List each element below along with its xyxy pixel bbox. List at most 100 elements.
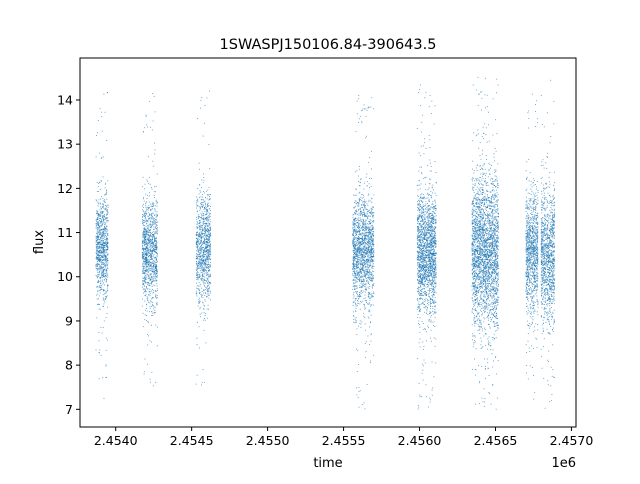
data-point [145, 266, 146, 267]
data-point [364, 246, 365, 247]
data-point [150, 280, 151, 281]
data-point [354, 195, 355, 196]
data-point [210, 213, 211, 214]
data-point [96, 253, 97, 254]
data-point [199, 206, 200, 207]
data-point [98, 248, 99, 249]
data-point [209, 264, 210, 265]
data-point [106, 252, 107, 253]
data-point [97, 213, 98, 214]
data-point [96, 350, 97, 351]
data-point [208, 203, 209, 204]
data-point [96, 223, 97, 224]
data-point [100, 270, 101, 271]
data-point [154, 264, 155, 265]
data-point [146, 263, 147, 264]
data-point [357, 296, 358, 297]
data-point [155, 233, 156, 234]
data-point [359, 274, 360, 275]
data-point [371, 230, 372, 231]
data-point [366, 273, 367, 274]
data-point [106, 236, 107, 237]
data-point [157, 174, 158, 175]
data-point [153, 203, 154, 204]
data-point [148, 335, 149, 336]
data-point [105, 242, 106, 243]
data-point [198, 216, 199, 217]
data-point [353, 232, 354, 233]
data-point [153, 204, 154, 205]
data-point [201, 259, 202, 260]
data-point [355, 171, 356, 172]
data-point [207, 216, 208, 217]
data-point [143, 210, 144, 211]
data-point [361, 220, 362, 221]
data-point [207, 285, 208, 286]
data-point [146, 236, 147, 237]
data-point [206, 246, 207, 247]
data-point [206, 244, 207, 245]
data-point [209, 90, 210, 91]
data-point [196, 279, 197, 280]
data-point [202, 275, 203, 276]
data-point [364, 214, 365, 215]
data-point [150, 265, 151, 266]
data-point [210, 293, 211, 294]
data-point [366, 209, 367, 210]
data-point [208, 261, 209, 262]
data-point [200, 257, 201, 258]
data-point [102, 216, 103, 217]
data-point [201, 196, 202, 197]
data-point [368, 277, 369, 278]
data-point [432, 263, 433, 264]
data-point [360, 276, 361, 277]
data-point [203, 264, 204, 265]
data-point [371, 225, 372, 226]
data-point [209, 248, 210, 249]
data-point [198, 268, 199, 269]
data-point [99, 259, 100, 260]
data-point [105, 227, 106, 228]
data-point [370, 227, 371, 228]
data-point [149, 229, 150, 230]
data-point [144, 188, 145, 189]
data-point [206, 191, 207, 192]
data-point [352, 225, 353, 226]
data-point [370, 244, 371, 245]
data-point [202, 215, 203, 216]
data-point [201, 180, 202, 181]
data-point [358, 238, 359, 239]
data-point [356, 201, 357, 202]
data-point [106, 222, 107, 223]
data-point [365, 224, 366, 225]
data-point [355, 131, 356, 132]
data-point [203, 205, 204, 206]
data-point [369, 210, 370, 211]
data-point [99, 264, 100, 265]
data-point [150, 214, 151, 215]
data-point [104, 276, 105, 277]
data-point [143, 247, 144, 248]
data-point [367, 272, 368, 273]
data-point [102, 211, 103, 212]
data-point [107, 217, 108, 218]
data-point [363, 210, 364, 211]
data-point [103, 300, 104, 301]
data-point [150, 235, 151, 236]
data-point [100, 212, 101, 213]
data-point [106, 249, 107, 250]
data-point [425, 300, 426, 301]
data-point [197, 228, 198, 229]
data-point [100, 214, 101, 215]
data-point [103, 267, 104, 268]
data-point [147, 297, 148, 298]
data-point [103, 270, 104, 271]
data-point [103, 294, 104, 295]
data-point [146, 264, 147, 265]
data-point [370, 261, 371, 262]
data-point [360, 199, 361, 200]
data-point [364, 274, 365, 275]
data-point [97, 244, 98, 245]
data-point [367, 250, 368, 251]
data-point [144, 231, 145, 232]
